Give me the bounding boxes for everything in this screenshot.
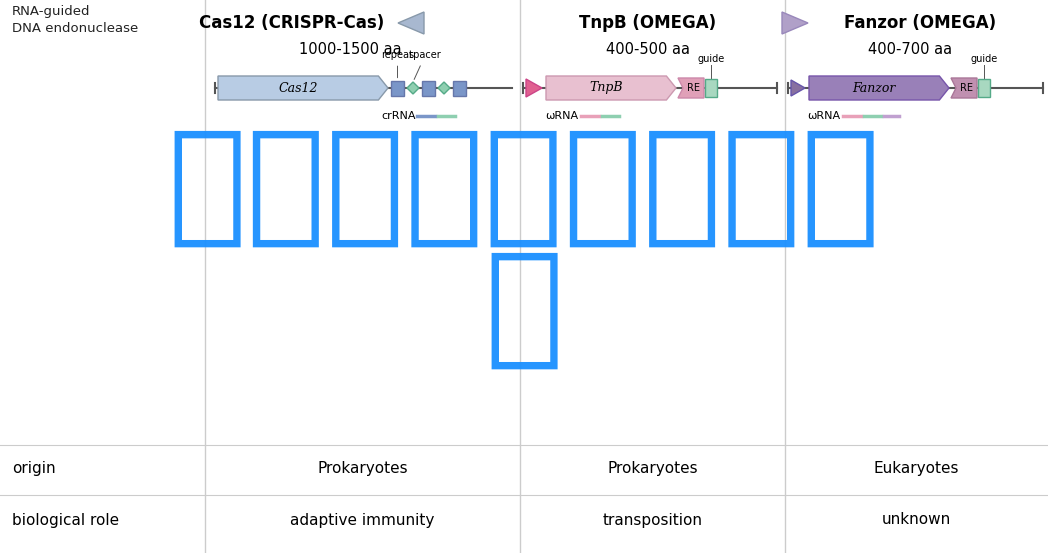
Bar xyxy=(391,81,403,96)
Polygon shape xyxy=(407,82,419,94)
Polygon shape xyxy=(526,79,542,97)
Text: Eukaryotes: Eukaryotes xyxy=(874,461,959,476)
Text: Cas12 (CRISPR-Cas): Cas12 (CRISPR-Cas) xyxy=(199,14,385,32)
Text: spacer: spacer xyxy=(409,50,441,80)
Text: biological role: biological role xyxy=(12,513,119,528)
Bar xyxy=(705,79,717,97)
Polygon shape xyxy=(791,80,805,96)
Text: RE: RE xyxy=(687,83,700,93)
Polygon shape xyxy=(782,12,808,34)
Text: 怎么查询红酒价格查
询: 怎么查询红酒价格查 询 xyxy=(168,123,880,373)
Polygon shape xyxy=(951,78,977,98)
Text: adaptive immunity: adaptive immunity xyxy=(290,513,435,528)
Text: 1000-1500 aa: 1000-1500 aa xyxy=(299,43,401,58)
Text: RNA-guided
DNA endonuclease: RNA-guided DNA endonuclease xyxy=(12,5,138,35)
Text: TnpB (OMEGA): TnpB (OMEGA) xyxy=(580,14,717,32)
Text: ωRNA: ωRNA xyxy=(545,111,578,121)
Text: guide: guide xyxy=(970,54,998,64)
Text: 400-500 aa: 400-500 aa xyxy=(606,43,690,58)
Polygon shape xyxy=(809,76,949,100)
Text: repeat: repeat xyxy=(381,50,414,78)
Text: 400-700 aa: 400-700 aa xyxy=(868,43,952,58)
Bar xyxy=(422,81,435,96)
Text: Prokaryotes: Prokaryotes xyxy=(607,461,698,476)
Polygon shape xyxy=(438,82,450,94)
Text: transposition: transposition xyxy=(603,513,702,528)
Text: RE: RE xyxy=(960,83,973,93)
Text: Cas12: Cas12 xyxy=(279,81,318,95)
Polygon shape xyxy=(218,76,388,100)
Text: origin: origin xyxy=(12,461,56,476)
Bar xyxy=(453,81,466,96)
Text: ωRNA: ωRNA xyxy=(807,111,840,121)
Text: TnpB: TnpB xyxy=(589,81,623,95)
Text: Fanzor (OMEGA): Fanzor (OMEGA) xyxy=(844,14,996,32)
Text: guide: guide xyxy=(697,54,724,64)
Polygon shape xyxy=(398,12,424,34)
Text: crRNA: crRNA xyxy=(381,111,415,121)
Text: Fanzor: Fanzor xyxy=(852,81,896,95)
Text: unknown: unknown xyxy=(881,513,952,528)
Text: Prokaryotes: Prokaryotes xyxy=(318,461,408,476)
Polygon shape xyxy=(546,76,676,100)
Bar xyxy=(978,79,990,97)
Polygon shape xyxy=(678,78,704,98)
